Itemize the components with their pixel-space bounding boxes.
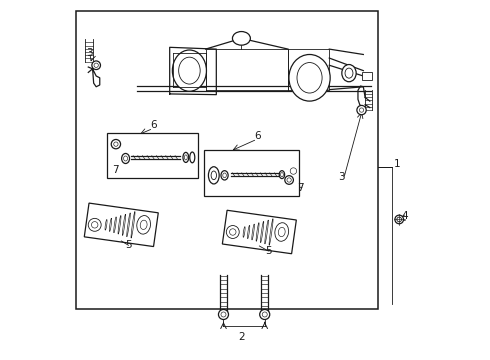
Circle shape [226,226,239,238]
Text: 5: 5 [125,240,132,250]
Ellipse shape [137,216,150,234]
Circle shape [262,312,267,317]
Circle shape [92,222,98,228]
Ellipse shape [261,221,264,243]
Ellipse shape [127,213,130,237]
Circle shape [92,61,100,69]
Polygon shape [84,203,158,247]
Text: 3: 3 [86,48,92,58]
Bar [204,149,299,196]
Ellipse shape [172,50,206,91]
Text: 6: 6 [254,131,261,141]
Polygon shape [205,49,288,90]
Ellipse shape [114,217,116,233]
Text: 2: 2 [238,332,245,342]
Polygon shape [170,47,216,95]
Ellipse shape [395,215,403,224]
Circle shape [357,105,366,115]
Circle shape [290,168,296,174]
Ellipse shape [275,223,289,241]
Text: 4: 4 [401,211,408,221]
Circle shape [219,310,228,319]
Ellipse shape [105,220,107,230]
Ellipse shape [269,219,273,245]
Ellipse shape [223,173,226,178]
Ellipse shape [179,57,200,84]
Circle shape [260,310,270,319]
Ellipse shape [131,212,135,238]
Ellipse shape [109,218,112,231]
Polygon shape [288,49,329,90]
Circle shape [359,108,364,112]
Ellipse shape [118,216,121,234]
Ellipse shape [122,153,129,163]
Ellipse shape [289,54,330,101]
Ellipse shape [345,68,353,78]
Circle shape [88,219,101,231]
Text: 5: 5 [265,246,271,256]
Bar [107,134,198,178]
Ellipse shape [184,155,187,160]
Ellipse shape [279,171,285,179]
Ellipse shape [221,171,228,180]
Text: 3: 3 [339,172,345,182]
Ellipse shape [342,64,356,82]
Circle shape [285,176,294,184]
Ellipse shape [232,32,250,45]
Ellipse shape [256,223,259,241]
Circle shape [287,178,291,182]
Ellipse shape [397,217,401,222]
Bar [76,12,378,309]
Ellipse shape [243,227,245,237]
Text: 1: 1 [394,159,400,170]
Circle shape [94,63,98,67]
Circle shape [111,139,121,149]
Ellipse shape [280,173,283,177]
Ellipse shape [278,228,285,237]
Ellipse shape [265,220,269,244]
Ellipse shape [208,167,219,184]
Text: 7: 7 [113,165,119,175]
Ellipse shape [252,224,254,240]
Ellipse shape [122,214,125,235]
Ellipse shape [297,63,322,93]
Circle shape [114,142,118,146]
Text: 7: 7 [297,183,304,193]
Text: 6: 6 [150,120,157,130]
Ellipse shape [123,156,127,161]
Ellipse shape [247,225,250,239]
Polygon shape [222,210,296,254]
Bar [362,72,371,80]
Ellipse shape [190,152,195,163]
Ellipse shape [140,220,147,229]
Ellipse shape [183,152,189,162]
Circle shape [221,312,226,317]
Ellipse shape [211,171,217,180]
Circle shape [229,229,236,235]
